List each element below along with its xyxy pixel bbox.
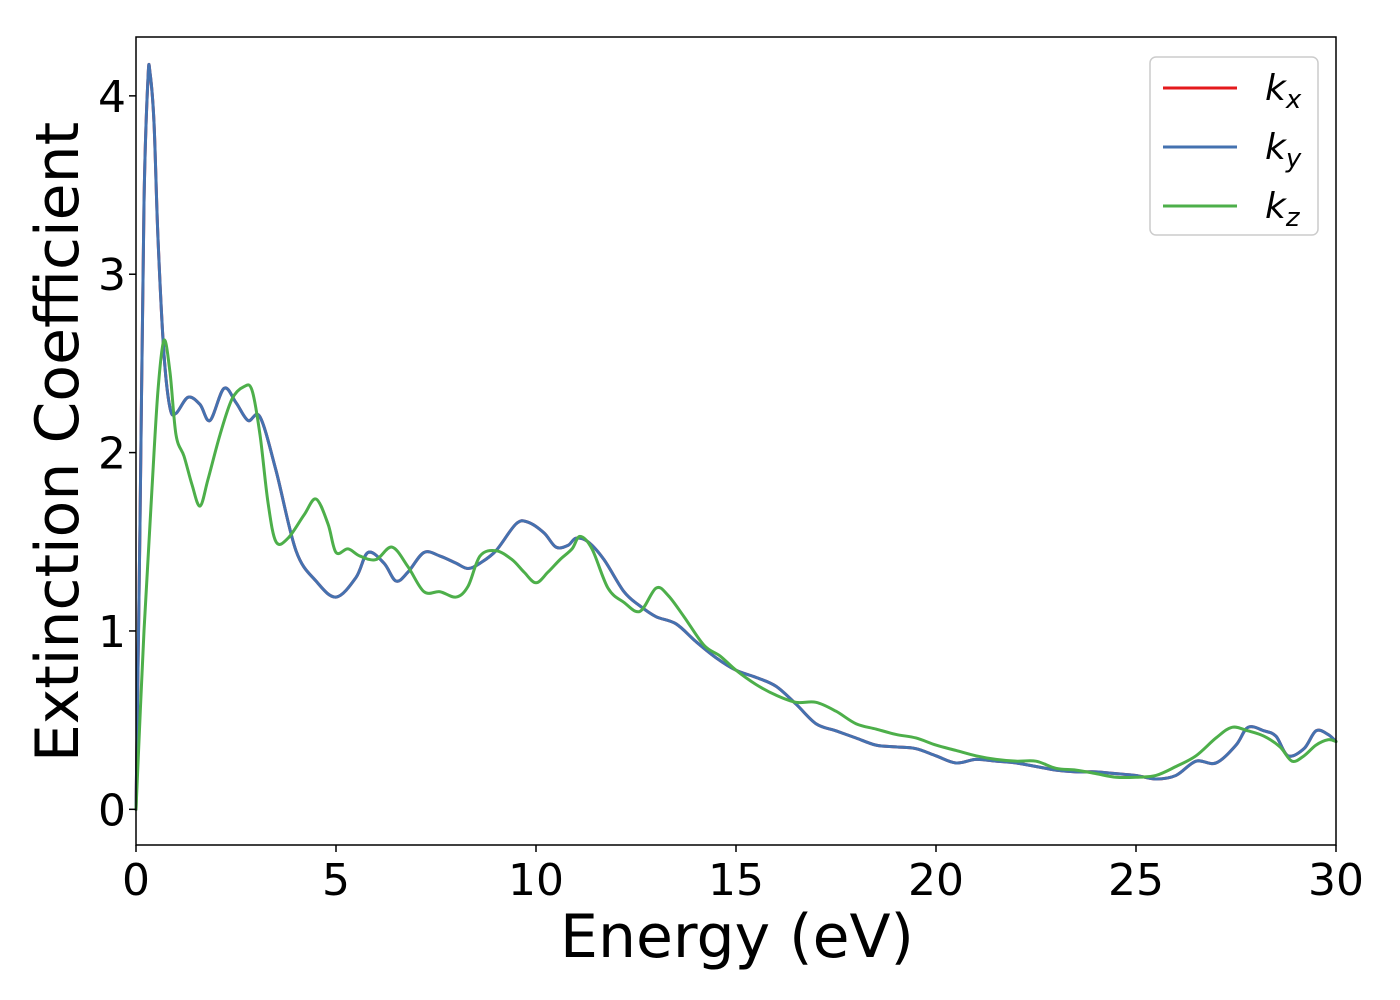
x-tick-label: 15 [708,855,764,906]
y-tick-label: 2 [98,429,126,480]
legend-label-x: kx [1265,68,1302,115]
legend-label-y: ky [1265,127,1302,174]
x-axis-label: Energy (eV) [560,902,914,972]
y-axis-label: Extinction Coefficient [23,122,93,762]
x-tick-label: 0 [122,855,150,906]
x-tick-label: 30 [1308,855,1364,906]
x-tick-label: 5 [322,855,350,906]
series-line-z [134,338,1338,811]
y-tick-label: 1 [98,607,126,658]
x-tick-label: 20 [908,855,964,906]
y-tick-label: 4 [98,72,126,123]
legend: kx ky kz [1149,56,1319,236]
ticks-layer: 0 5 10 15 20 25 30 0 1 2 3 4 [98,72,1364,906]
series-layer [134,62,1338,811]
y-tick-label: 3 [98,250,126,301]
y-tick-label: 0 [98,785,126,836]
legend-label-z: kz [1265,186,1301,233]
x-tick-label: 10 [508,855,564,906]
x-tick-label: 25 [1108,855,1164,906]
